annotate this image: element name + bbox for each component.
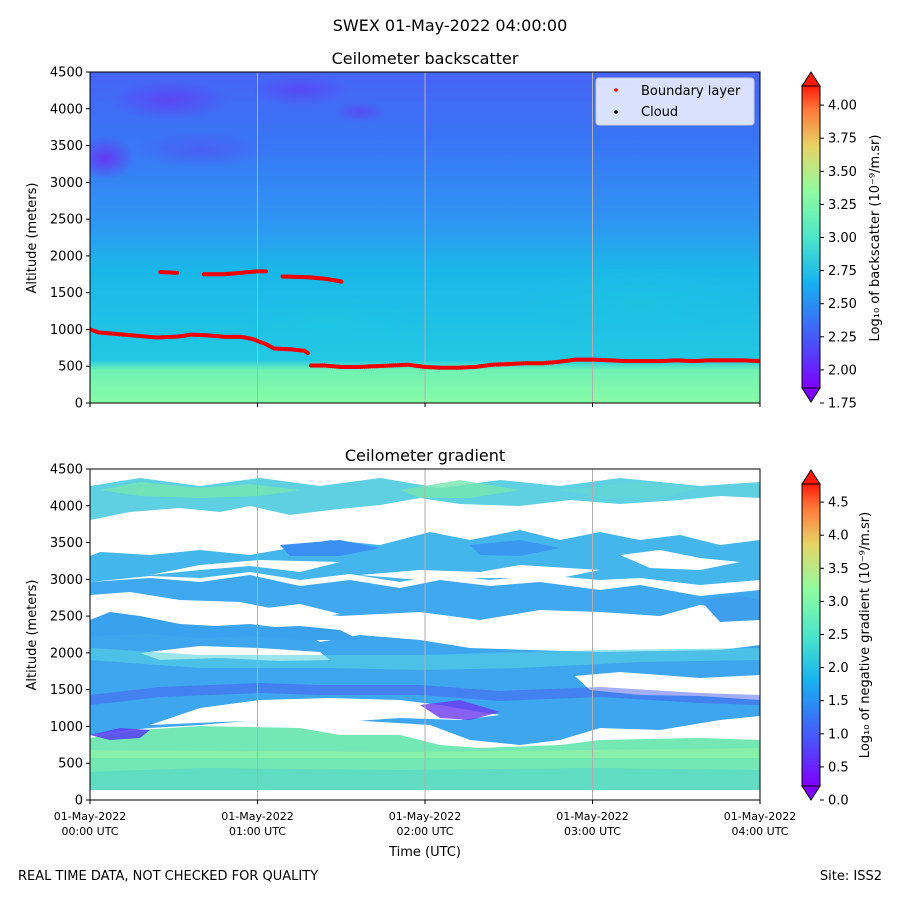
boundary-layer-point (305, 350, 310, 356)
x-tick-label: 02:00 UTC (396, 825, 453, 838)
y-tick-label: 2000 (50, 249, 83, 264)
y-tick-label: 1000 (50, 720, 83, 735)
colorbar-tick-label: 3.25 (828, 198, 857, 213)
boundary-layer-point (263, 269, 268, 274)
x-tick-label: 01-May-2022 (556, 810, 628, 823)
gradient-title: Ceilometer gradient (345, 446, 505, 465)
gradient-y-axis: 0 500 1000 1500 2000 2500 3000 3500 4000 4500 (50, 463, 90, 809)
y-tick-label: 3000 (50, 573, 83, 588)
y-tick-label: 500 (58, 360, 83, 375)
x-tick-label: 01-May-2022 (724, 810, 796, 823)
y-tick-label: 3500 (50, 139, 83, 154)
y-tick-label: 2500 (50, 610, 83, 625)
colorbar-extend-min (801, 785, 821, 801)
backscatter-colorbar-label: Log₁₀ of backscatter (10⁻⁹/m.sr) (868, 135, 883, 342)
colorbar-tick-label: 0.0 (828, 794, 849, 809)
colorbar-tick-label: 0.5 (828, 760, 849, 775)
colorbar-tick-label: 3.00 (828, 231, 857, 246)
legend-cloud: Cloud (641, 105, 678, 120)
backscatter-colorbar: 1.75 2.00 2.25 2.50 2.75 3.00 3.25 3.50 3.75 4.00… (801, 71, 883, 412)
colorbar-tick-label: 2.75 (828, 264, 857, 279)
figure-suptitle: SWEX 01-May-2022 04:00:00 (332, 16, 568, 35)
boundary-layer-points (90, 269, 760, 370)
quality-disclaimer: REAL TIME DATA, NOT CHECKED FOR QUALITY (18, 869, 319, 884)
backscatter-title: Ceilometer backscatter (332, 49, 519, 68)
colorbar-tick-label: 3.50 (828, 165, 857, 180)
x-tick-label: 01-May-2022 (389, 810, 461, 823)
y-tick-label: 3500 (50, 536, 83, 551)
y-tick-label: 4000 (50, 102, 83, 117)
x-tick-label: 04:00 UTC (731, 825, 788, 838)
y-tick-label: 3000 (50, 176, 83, 191)
backscatter-ylabel: Altitude (meters) (25, 183, 40, 294)
colorbar-tick-label: 3.5 (828, 562, 849, 577)
colorbar-tick-label: 2.25 (828, 330, 857, 345)
x-tick-label: 01:00 UTC (229, 825, 286, 838)
gradient-ylabel: Altitude (meters) (25, 580, 40, 691)
colorbar-tick-label: 3.75 (828, 132, 857, 147)
y-tick-label: 500 (58, 757, 83, 772)
y-tick-label: 4500 (50, 463, 83, 478)
y-tick-label: 2000 (50, 646, 83, 661)
boundary-layer-point (175, 270, 180, 275)
gradient-x-axis: 01-May-2022 00:00 UTC 01-May-2022 01:00 UTC… (54, 800, 796, 838)
colorbar-tick-label: 1.75 (828, 397, 857, 412)
legend: Boundary layer Cloud (595, 77, 755, 126)
colorbar-tick-label: 2.0 (828, 661, 849, 676)
legend-boundary-layer: Boundary layer (641, 84, 741, 99)
boundary-layer-point (757, 358, 760, 364)
gradient-colorbar-label: Log₁₀ of negative gradient (10⁻⁹/m.sr) (858, 512, 873, 758)
site-label: Site: ISS2 (819, 869, 882, 884)
colorbar-tick-label: 1.0 (828, 727, 849, 742)
backscatter-y-axis: 0 500 1000 1500 2000 2500 3000 3500 4000 4500 (50, 66, 90, 412)
gradient-colorbar: 0.0 0.5 1.0 1.5 2.0 2.5 3.0 3.5 4.0 4.5 Log₁₀ of … (801, 469, 873, 809)
y-tick-label: 1500 (50, 683, 83, 698)
x-tick-label: 03:00 UTC (564, 825, 621, 838)
y-tick-label: 4000 (50, 499, 83, 514)
x-tick-label: 00:00 UTC (61, 825, 118, 838)
colorbar-extend-max (801, 469, 821, 485)
y-tick-label: 1000 (50, 323, 83, 338)
legend-marker-cloud (614, 110, 618, 114)
colorbar-tick-label: 4.00 (828, 99, 857, 114)
gradient-xlabel: Time (UTC) (388, 845, 461, 860)
colorbar-tick-label: 4.0 (828, 529, 849, 544)
y-tick-label: 0 (75, 397, 83, 412)
legend-marker-boundary-layer (614, 88, 618, 92)
colorbar-extend-max (801, 71, 821, 87)
backscatter-plot: Ceilometer backscatter 0 500 1000 1500 2000 2… (25, 49, 883, 412)
colorbar-tick-label: 2.50 (828, 297, 857, 312)
colorbar-tick-label: 2.5 (828, 628, 849, 643)
x-tick-label: 01-May-2022 (54, 810, 126, 823)
colorbar-tick-label: 4.5 (828, 496, 849, 511)
colorbar-tick-label: 1.5 (828, 694, 849, 709)
colorbar-extend-min (801, 387, 821, 403)
y-tick-label: 0 (75, 794, 83, 809)
y-tick-label: 2500 (50, 213, 83, 228)
y-tick-label: 4500 (50, 66, 83, 81)
boundary-layer-point (339, 279, 344, 284)
gradient-plot: Ceilometer gradient (25, 446, 873, 860)
x-tick-label: 01-May-2022 (221, 810, 293, 823)
y-tick-label: 1500 (50, 286, 83, 301)
colorbar-tick-label: 3.0 (828, 595, 849, 610)
colorbar-tick-label: 2.00 (828, 363, 857, 378)
